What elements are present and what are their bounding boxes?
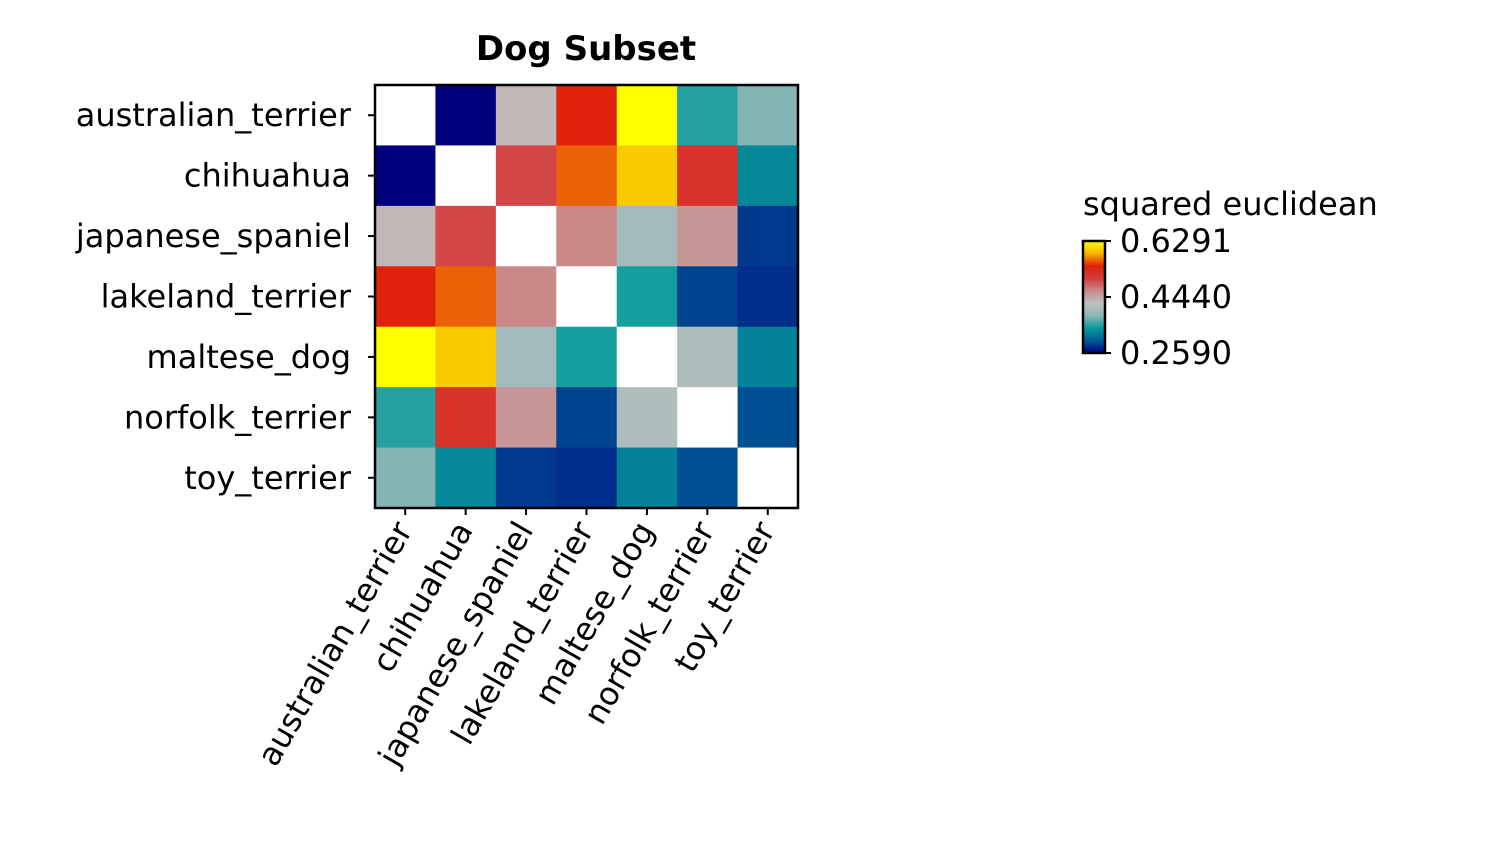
- colorbar-ticks: 0.6291 0.4440 0.2590: [1105, 222, 1232, 372]
- heatmap-cell: [737, 205, 799, 267]
- y-tick-label: australian_terrier: [76, 96, 352, 134]
- colorbar-tick-label: 0.6291: [1120, 222, 1232, 260]
- heatmap-cell: [677, 326, 739, 388]
- heatmap-cell: [616, 326, 678, 388]
- heatmap-cell: [677, 387, 739, 449]
- heatmap-cell: [677, 205, 739, 267]
- heatmap-cell: [616, 85, 678, 146]
- heatmap-cell: [495, 387, 557, 449]
- heatmap-cell: [495, 85, 557, 146]
- heatmap-cell: [435, 447, 497, 509]
- heatmap-cell: [737, 145, 799, 207]
- heatmap-cell: [616, 266, 678, 328]
- y-tick-label: lakeland_terrier: [101, 278, 352, 316]
- heatmap-cell: [375, 387, 436, 449]
- heatmap-cell: [495, 326, 557, 388]
- heatmap-cell: [556, 326, 618, 388]
- heatmap-cell: [375, 266, 436, 328]
- heatmap-cell: [556, 266, 618, 328]
- heatmap-cell: [435, 387, 497, 449]
- colorbar-label: squared euclidean: [1083, 185, 1378, 223]
- heatmap-cell: [495, 205, 557, 267]
- y-tick-label: toy_terrier: [184, 459, 352, 497]
- heatmap-cell: [737, 266, 799, 328]
- y-tick-label: maltese_dog: [147, 338, 351, 376]
- heatmap-cell: [677, 85, 739, 146]
- heatmap-cell: [556, 85, 618, 146]
- y-tick-label: japanese_spaniel: [75, 217, 351, 255]
- chart-title: Dog Subset: [476, 29, 696, 69]
- heatmap-cell: [375, 85, 436, 146]
- heatmap-cell: [677, 266, 739, 328]
- colorbar: [1081, 239, 1107, 355]
- heatmap-cell: [375, 326, 436, 388]
- heatmap-cell: [375, 205, 436, 267]
- heatmap-cell: [677, 145, 739, 207]
- colorbar-tick-label: 0.4440: [1120, 278, 1232, 316]
- heatmap-cell: [737, 387, 799, 449]
- x-tick-labels: australian_terrierchihuahuajapanese_span…: [250, 508, 783, 773]
- heatmap-cell: [677, 447, 739, 509]
- heatmap-cell: [616, 387, 678, 449]
- colorbar-tick-label: 0.2590: [1120, 334, 1232, 372]
- y-tick-label: chihuahua: [184, 157, 351, 195]
- heatmap-cell: [495, 447, 557, 509]
- heatmap-cell: [435, 145, 497, 207]
- heatmap-cell: [435, 205, 497, 267]
- heatmap-cell: [435, 85, 497, 146]
- heatmap-cell: [435, 326, 497, 388]
- heatmap-cell: [495, 266, 557, 328]
- heatmap-cells: [375, 85, 799, 509]
- heatmap-cell: [616, 145, 678, 207]
- heatmap-cell: [737, 326, 799, 388]
- heatmap-cell: [556, 145, 618, 207]
- heatmap-cell: [616, 447, 678, 509]
- heatmap-cell: [737, 447, 799, 509]
- heatmap-cell: [495, 145, 557, 207]
- y-tick-label: norfolk_terrier: [124, 398, 352, 436]
- heatmap-cell: [375, 145, 436, 207]
- heatmap-cell: [556, 205, 618, 267]
- heatmap-cell: [737, 85, 799, 146]
- heatmap-cell: [616, 205, 678, 267]
- heatmap-cell: [375, 447, 436, 509]
- heatmap-cell: [556, 387, 618, 449]
- y-tick-labels: australian_terrier chihuahua japanese_span…: [75, 96, 375, 497]
- heatmap-cell: [556, 447, 618, 509]
- heatmap-cell: [435, 266, 497, 328]
